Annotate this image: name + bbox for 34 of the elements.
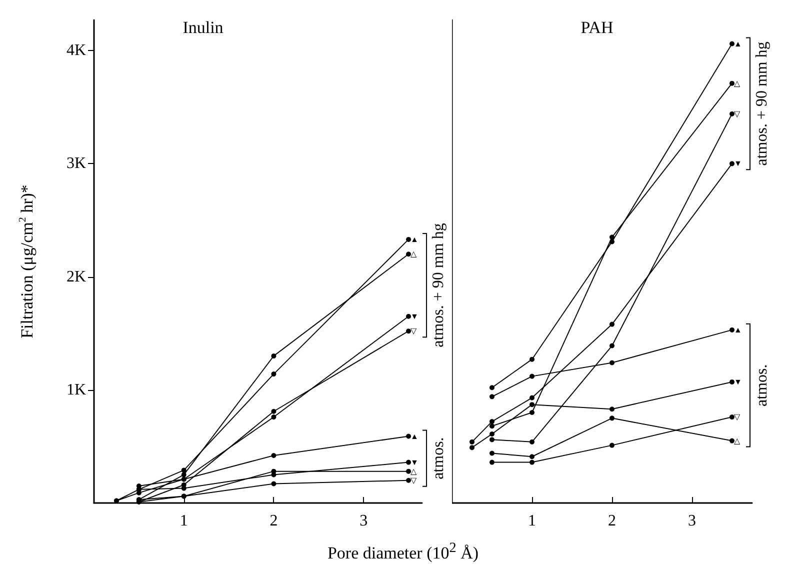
x-tick-label: 1 [528, 512, 536, 530]
y-axis-title: Filtration (μg/cm2 hr)* [18, 184, 36, 338]
series-label: ▲ [410, 432, 418, 441]
series-label: △ [734, 78, 741, 88]
x-tick-label: 1 [180, 512, 188, 530]
y-tick-label: 4K [66, 42, 86, 60]
series-label: ▼ [410, 458, 418, 467]
series-label: ▼ [410, 312, 418, 321]
chart-title: Inulin [182, 18, 224, 37]
series-label: ▲ [734, 325, 742, 334]
text: atmos. + 90 mm hg [430, 223, 448, 348]
x-tick-label: 2 [270, 512, 278, 530]
series-label: △ [410, 250, 418, 259]
x-tick-label: 3 [688, 512, 696, 530]
y-tick-label: 1K [66, 381, 86, 398]
text: atmos. [430, 437, 448, 480]
series-label: ▼ [734, 159, 742, 168]
series-label: ▲ [734, 39, 742, 48]
x-tick-label: 2 [608, 512, 616, 530]
text: atmos. [754, 364, 770, 406]
series-label: ▲ [410, 234, 418, 244]
text: atmos. + 90 mm hg [754, 42, 770, 166]
series-label: ▽ [410, 476, 418, 485]
chart-title: PAH [580, 18, 614, 37]
series-label: △ [410, 466, 418, 476]
series-label: ▼ [734, 377, 742, 386]
series-label: △ [734, 436, 741, 446]
y-tick-label: 2K [66, 268, 86, 286]
x-tick-label: 3 [360, 512, 368, 530]
series-label: ▽ [734, 109, 741, 118]
series-label: ▽ [410, 326, 418, 336]
series-label: ▽ [734, 412, 741, 422]
x-axis-title: Pore diameter (10$^{2}$ Å) [326, 540, 480, 564]
y-tick-label: 3K [66, 155, 86, 172]
